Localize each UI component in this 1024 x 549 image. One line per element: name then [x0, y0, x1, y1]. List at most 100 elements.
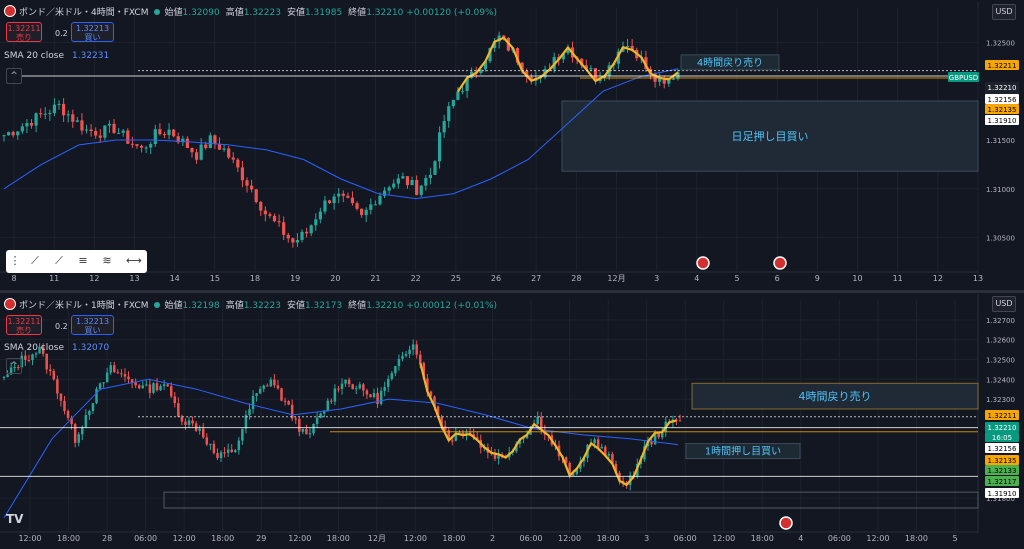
- top-sell-button[interactable]: 1.32211 売り: [6, 22, 42, 42]
- bottom-sma-legend[interactable]: SMA 20 close 1.32070: [4, 343, 109, 353]
- candle-body: [31, 354, 34, 360]
- candle-body: [57, 103, 61, 105]
- price-tag: [985, 94, 1019, 104]
- top-close: 1.32210: [366, 8, 404, 18]
- price-tag-label: 1.32211: [988, 412, 1017, 420]
- candle-body: [405, 176, 410, 186]
- candle-body: [596, 439, 600, 449]
- candle-body: [173, 396, 177, 404]
- top-sma-legend[interactable]: SMA 20 close 1.32231: [4, 51, 109, 61]
- candle-body: [266, 385, 269, 387]
- price-tick-label: 1.32500: [986, 357, 1015, 365]
- price-tick-label: 1.31500: [986, 137, 1015, 145]
- candle-body: [648, 69, 653, 74]
- top-symbol[interactable]: ポンド／米ドル・4時間・FXCM: [19, 8, 149, 18]
- uk-flag-icon: [4, 298, 16, 310]
- parallel-channel-icon[interactable]: ≡: [78, 254, 88, 267]
- candle-body: [75, 120, 79, 122]
- bottom-sell-button[interactable]: 1.32211 売り: [6, 315, 42, 335]
- price-tag-label: 16:05: [992, 434, 1012, 442]
- candle-body: [392, 183, 396, 188]
- drag-handle-icon[interactable]: ⋮: [9, 254, 21, 267]
- candle-body: [227, 148, 231, 158]
- top-low: 1.31985: [304, 8, 343, 18]
- candle-body: [451, 440, 454, 442]
- candle-body: [201, 428, 205, 438]
- tradingview-logo[interactable]: TV: [6, 512, 24, 526]
- trend-line-icon[interactable]: ⟋: [31, 254, 39, 267]
- candle-body: [372, 392, 376, 398]
- horizontal-line-icon[interactable]: ⟷: [126, 254, 142, 267]
- candle-body: [107, 123, 112, 126]
- top-currency-selector[interactable]: USD: [992, 4, 1016, 20]
- candle-body: [130, 379, 134, 383]
- bottom-currency-selector[interactable]: USD: [992, 296, 1016, 312]
- candle-body: [254, 189, 258, 202]
- candle-body: [360, 208, 364, 216]
- candle-body: [415, 179, 419, 195]
- candle-body: [49, 369, 52, 371]
- price-tag: [985, 104, 1019, 114]
- candle-body: [319, 413, 322, 418]
- fib-retracement-icon[interactable]: ≋: [102, 254, 112, 267]
- bottom-high-label: 高値: [225, 301, 244, 311]
- bottom-symbol[interactable]: ポンド／米ドル・1時間・FXCM: [19, 301, 149, 311]
- candle-body: [43, 113, 47, 115]
- candle-body: [347, 379, 351, 385]
- candle-body: [382, 190, 387, 196]
- candle-body: [458, 432, 461, 434]
- candle-body: [488, 48, 492, 62]
- candle-body: [369, 394, 372, 398]
- bottom-buy-button[interactable]: 1.32213 買い: [71, 315, 114, 335]
- candle-body: [25, 123, 29, 127]
- top-buy-button[interactable]: 1.32213 買い: [71, 22, 114, 42]
- price-tick-label: 1.32400: [986, 376, 1015, 384]
- candle-body: [305, 231, 309, 234]
- ray-line-icon[interactable]: ⟋: [55, 254, 63, 267]
- candle-body: [493, 452, 497, 459]
- candle-body: [162, 134, 167, 136]
- candle-body: [241, 428, 244, 441]
- time-tick-label: 26: [491, 274, 501, 283]
- time-tick-label: 21: [370, 274, 380, 283]
- candle-body: [212, 443, 216, 454]
- bottom-sma-value: 1.32070: [72, 343, 110, 353]
- top-buy-price: 1.32213: [75, 24, 110, 33]
- panel-separator[interactable]: [0, 290, 1024, 293]
- annotation-box: [685, 443, 801, 460]
- candle-body: [217, 143, 222, 150]
- bottom-buy-label: 買い: [84, 326, 101, 335]
- zone-box: [691, 382, 979, 410]
- candle-body: [447, 430, 450, 441]
- bottom-collapse-icon[interactable]: ^: [6, 358, 22, 374]
- candle-body: [365, 390, 369, 395]
- candle-body: [277, 221, 281, 223]
- time-tick-label: 12月: [607, 274, 625, 283]
- time-tick-label: 12:00: [558, 534, 581, 543]
- candle-body: [24, 355, 27, 360]
- candle-body: [2, 135, 6, 137]
- candle-body: [340, 383, 344, 389]
- candle-body: [16, 131, 20, 136]
- candle-body: [66, 114, 70, 116]
- bottom-open: 1.32198: [182, 301, 220, 311]
- price-tick-label: 1.31800: [986, 495, 1015, 503]
- candle-body: [653, 432, 657, 445]
- candle-body: [6, 132, 11, 136]
- candle-body: [73, 424, 77, 443]
- candle-body: [190, 147, 194, 153]
- candle-body: [515, 48, 520, 63]
- price-tag-label: 1.32210: [988, 84, 1017, 92]
- candle-body: [244, 415, 248, 429]
- candle-body: [84, 415, 88, 427]
- candle-body: [520, 62, 524, 71]
- zigzag-line: [419, 362, 677, 486]
- candle-body: [194, 152, 199, 160]
- candle-body: [89, 129, 93, 132]
- candle-body: [70, 417, 73, 425]
- candle-body: [230, 449, 233, 452]
- top-collapse-icon[interactable]: ^: [6, 68, 22, 84]
- candle-body: [301, 428, 305, 432]
- candle-body: [52, 370, 56, 380]
